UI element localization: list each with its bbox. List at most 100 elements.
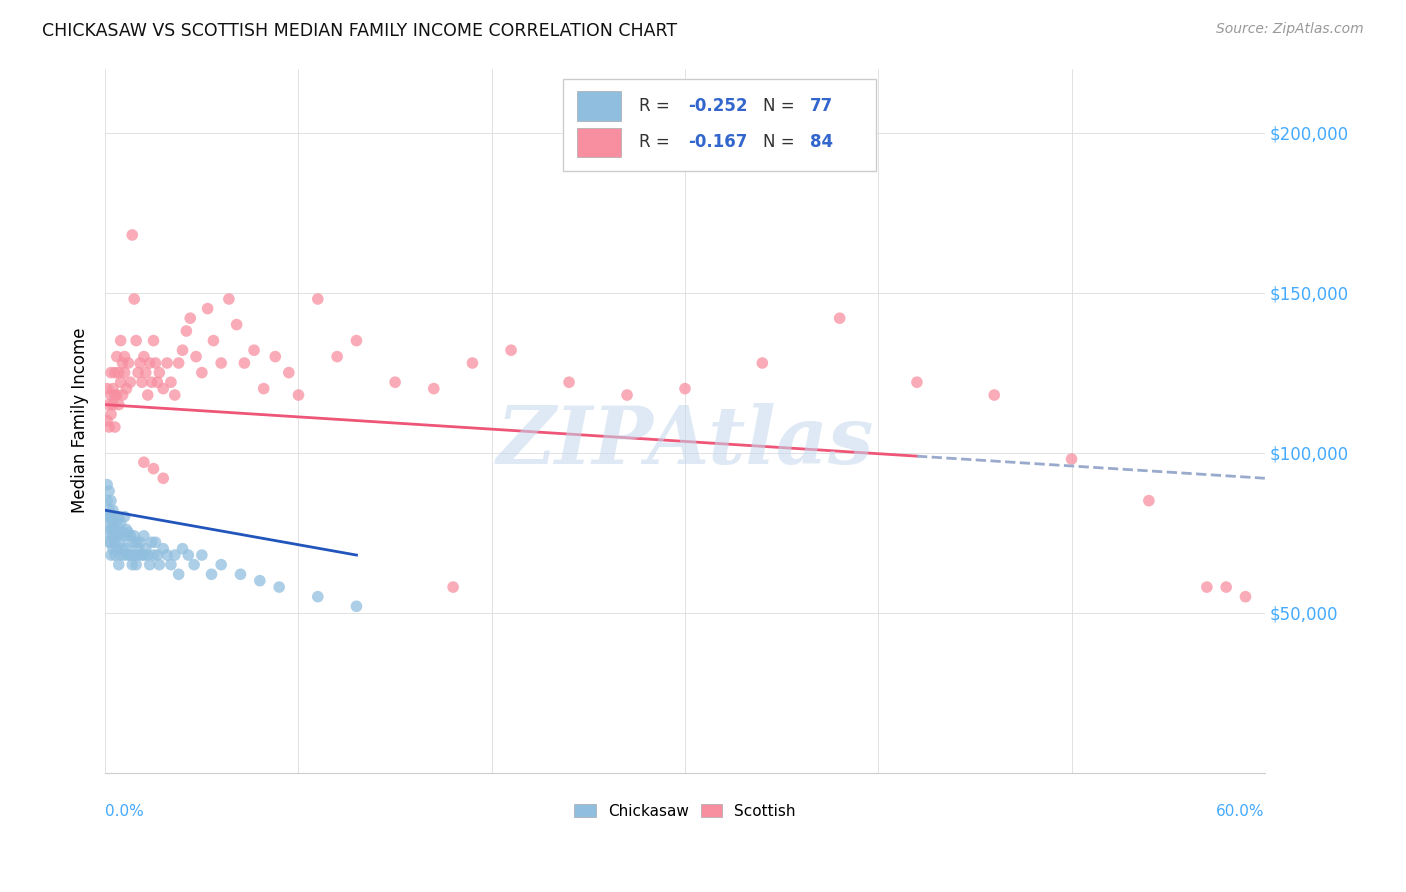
Point	[120, 548, 142, 562]
Text: N =: N =	[762, 97, 800, 115]
Point	[172, 343, 194, 358]
Point	[104, 523, 127, 537]
Point	[152, 471, 174, 485]
Point	[131, 548, 153, 562]
Point	[129, 356, 152, 370]
Point	[104, 509, 127, 524]
Point	[96, 382, 118, 396]
Point	[145, 356, 167, 370]
Point	[105, 516, 128, 530]
Point	[253, 382, 276, 396]
Point	[132, 350, 155, 364]
Point	[100, 535, 122, 549]
Point	[264, 350, 287, 364]
Point	[120, 529, 142, 543]
Point	[148, 366, 170, 380]
Point	[156, 548, 179, 562]
Point	[101, 516, 124, 530]
Point	[114, 350, 136, 364]
Point	[142, 461, 165, 475]
Point	[127, 366, 149, 380]
Point	[107, 398, 129, 412]
Point	[184, 350, 207, 364]
Point	[132, 548, 155, 562]
Text: -0.167: -0.167	[689, 134, 748, 152]
Point	[125, 558, 148, 572]
Text: N =: N =	[762, 134, 800, 152]
Point	[100, 388, 122, 402]
Point	[115, 541, 138, 556]
Point	[218, 292, 240, 306]
Point	[104, 420, 127, 434]
Point	[129, 535, 152, 549]
Point	[100, 509, 122, 524]
Point	[100, 366, 122, 380]
Point	[307, 292, 329, 306]
Point	[110, 535, 132, 549]
Point	[326, 350, 349, 364]
Point	[1234, 590, 1257, 604]
Point	[346, 599, 368, 614]
Point	[167, 356, 190, 370]
Point	[191, 548, 214, 562]
Point	[121, 558, 143, 572]
Point	[136, 548, 159, 562]
Point	[197, 301, 219, 316]
Point	[751, 356, 773, 370]
Point	[107, 525, 129, 540]
Point	[141, 535, 163, 549]
Point	[98, 420, 121, 434]
Point	[346, 334, 368, 348]
Point	[152, 382, 174, 396]
Point	[131, 375, 153, 389]
Point	[101, 503, 124, 517]
Point	[110, 334, 132, 348]
Point	[132, 455, 155, 469]
Point	[160, 375, 183, 389]
Point	[107, 558, 129, 572]
Point	[110, 375, 132, 389]
Point	[202, 334, 225, 348]
Point	[127, 548, 149, 562]
Point	[111, 525, 134, 540]
Point	[104, 388, 127, 402]
Point	[138, 558, 160, 572]
FancyBboxPatch shape	[578, 91, 621, 120]
Point	[121, 535, 143, 549]
Point	[104, 535, 127, 549]
Point	[163, 388, 186, 402]
Point	[117, 548, 139, 562]
Y-axis label: Median Family Income: Median Family Income	[72, 328, 89, 514]
Point	[441, 580, 464, 594]
Point	[115, 382, 138, 396]
Point	[172, 541, 194, 556]
Text: R =: R =	[638, 97, 675, 115]
Point	[96, 414, 118, 428]
Point	[100, 493, 122, 508]
Point	[307, 590, 329, 604]
Point	[183, 558, 205, 572]
Point	[122, 529, 145, 543]
Point	[98, 535, 121, 549]
Point	[148, 558, 170, 572]
Point	[105, 541, 128, 556]
Point	[104, 366, 127, 380]
Point	[100, 407, 122, 421]
Point	[98, 503, 121, 517]
Point	[225, 318, 247, 332]
Point	[138, 356, 160, 370]
Point	[98, 516, 121, 530]
Point	[233, 356, 256, 370]
Point	[96, 525, 118, 540]
Point	[114, 366, 136, 380]
Point	[125, 334, 148, 348]
Point	[107, 366, 129, 380]
Point	[269, 580, 291, 594]
Point	[111, 388, 134, 402]
Point	[146, 548, 169, 562]
Point	[127, 541, 149, 556]
Point	[117, 525, 139, 540]
Text: -0.252: -0.252	[689, 97, 748, 115]
Text: ZIPAtlas: ZIPAtlas	[496, 403, 873, 481]
Text: CHICKASAW VS SCOTTISH MEDIAN FAMILY INCOME CORRELATION CHART: CHICKASAW VS SCOTTISH MEDIAN FAMILY INCO…	[42, 22, 678, 40]
